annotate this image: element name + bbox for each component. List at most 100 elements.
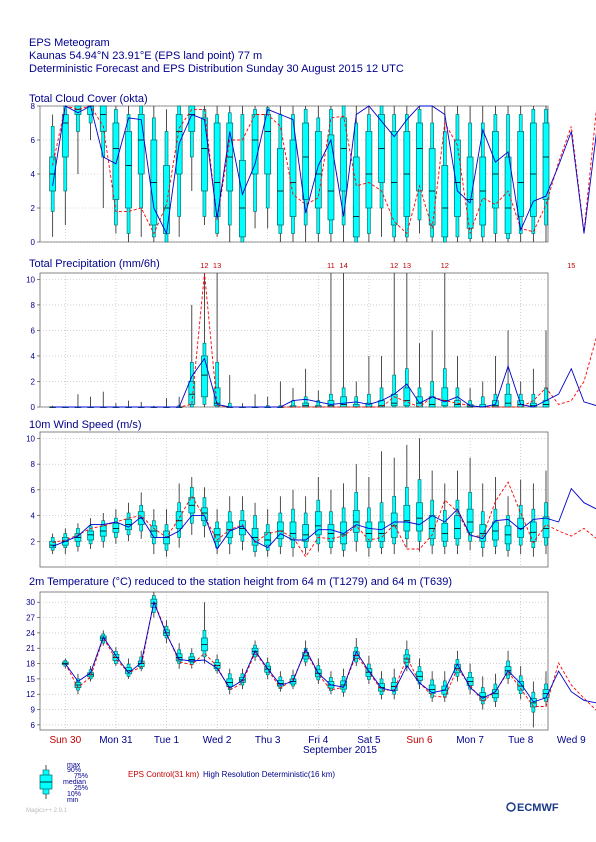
box-25-75 xyxy=(340,396,347,408)
box-25-75 xyxy=(314,511,322,536)
eps-box xyxy=(390,273,398,408)
eps-box xyxy=(74,523,82,552)
day-label: Fri 4 xyxy=(308,735,328,746)
off-scale-value: 12 xyxy=(390,261,398,270)
eps-box xyxy=(378,451,385,555)
eps-box xyxy=(403,106,411,242)
eps-box xyxy=(403,444,411,548)
day-label: Mon 7 xyxy=(456,735,484,746)
eps-box xyxy=(163,620,170,644)
eps-control-line xyxy=(52,272,596,408)
day-label: Mon 31 xyxy=(99,735,133,746)
eps-box xyxy=(340,105,347,242)
box-25-75 xyxy=(466,508,474,533)
eps-box xyxy=(74,394,82,408)
eps-box xyxy=(479,676,487,710)
eps-box xyxy=(163,509,170,557)
box-25-75 xyxy=(441,387,449,407)
box-25-75 xyxy=(466,156,474,229)
off-scale-value: 11 xyxy=(327,261,335,270)
eps-box xyxy=(517,666,525,700)
off-scale-value: 15 xyxy=(567,261,575,270)
eps-box xyxy=(441,483,449,555)
panel-title: Total Cloud Cover (okta) xyxy=(29,93,148,105)
y-tick-label: 6 xyxy=(31,136,36,145)
y-tick-label: 10 xyxy=(26,434,35,443)
eps-box xyxy=(201,106,208,225)
eps-box xyxy=(201,602,208,664)
eps-box xyxy=(365,655,373,684)
eps-box xyxy=(416,438,423,552)
box-25-75 xyxy=(416,122,423,192)
eps-box xyxy=(441,106,449,243)
eps-box xyxy=(201,487,208,538)
eps-box xyxy=(188,304,196,408)
box-10-90 xyxy=(392,374,397,408)
panel-2: 0 2 4 6 8 10 Total Precipitation (mm/6h) 12 13 11… xyxy=(26,258,596,412)
eps-box xyxy=(289,489,297,557)
logo-mark xyxy=(506,802,516,812)
eps-box xyxy=(277,381,284,408)
hres-line xyxy=(52,357,596,408)
legend-label: 75% xyxy=(74,773,88,780)
eps-box xyxy=(226,106,234,242)
day-label: Wed 9 xyxy=(557,735,586,746)
eps-box xyxy=(492,477,499,555)
eps-box xyxy=(327,489,335,555)
eps-box xyxy=(125,106,132,242)
eps-box xyxy=(365,477,373,557)
eps-box xyxy=(87,396,94,408)
y-tick-label: 4 xyxy=(31,512,36,521)
legend-hres: High Resolution Deterministic(16 km) xyxy=(203,770,335,779)
panel-3: 2 4 6 8 10 10m Wind Speed (m/s) xyxy=(26,419,596,568)
month-label: September 2015 xyxy=(303,745,377,756)
eps-box xyxy=(529,483,537,557)
box-25-75 xyxy=(277,521,284,540)
box-25-75 xyxy=(454,515,461,540)
eps-box xyxy=(378,355,385,408)
box-25-75 xyxy=(239,520,246,536)
box-25-75 xyxy=(289,139,297,217)
box-25-75 xyxy=(390,131,398,226)
off-scale-value: 14 xyxy=(339,261,347,270)
software-credit: Magics++ 2.9.1 xyxy=(26,808,68,814)
box-25-75 xyxy=(403,504,411,532)
day-label: Sun 30 xyxy=(49,735,81,746)
eps-box xyxy=(125,502,132,542)
eps-box xyxy=(352,381,360,408)
box-25-75 xyxy=(365,521,373,542)
off-scale-value: 12 xyxy=(441,261,449,270)
box-25-75 xyxy=(340,117,347,192)
box-25-75 xyxy=(378,521,385,542)
y-tick-label: 27 xyxy=(26,614,35,623)
box-25-75 xyxy=(302,402,309,408)
eps-box xyxy=(479,381,487,408)
y-tick-label: 8 xyxy=(31,102,36,111)
eps-box xyxy=(213,509,221,555)
box-25-75 xyxy=(529,122,537,217)
box-25-75 xyxy=(112,522,120,533)
box-25-75 xyxy=(264,531,272,546)
y-tick-label: 0 xyxy=(31,403,36,412)
y-tick-label: 2 xyxy=(31,537,36,546)
y-tick-label: 8 xyxy=(31,460,36,469)
box-25-75 xyxy=(163,165,170,234)
eps-box xyxy=(125,658,132,679)
eps-box xyxy=(87,518,94,549)
eps-box xyxy=(264,106,272,229)
box-25-75 xyxy=(125,131,132,209)
station-info: Kaunas 54.94°N 23.91°E (EPS land point) … xyxy=(29,50,263,62)
day-axis: Sun 30 Mon 31 Tue 1 Wed 2 Thu 3 Fri 4 Sat 5 Sun… xyxy=(49,735,586,756)
eps-box xyxy=(542,330,550,408)
eps-control-line xyxy=(52,105,596,235)
eps-box xyxy=(504,496,512,557)
box-25-75 xyxy=(492,131,499,209)
eps-box xyxy=(289,106,297,242)
eps-box xyxy=(201,273,208,407)
eps-box xyxy=(226,375,234,408)
eps-box xyxy=(428,671,436,702)
box-25-75 xyxy=(277,148,284,226)
eps-box xyxy=(163,109,170,243)
eps-box xyxy=(251,394,259,408)
